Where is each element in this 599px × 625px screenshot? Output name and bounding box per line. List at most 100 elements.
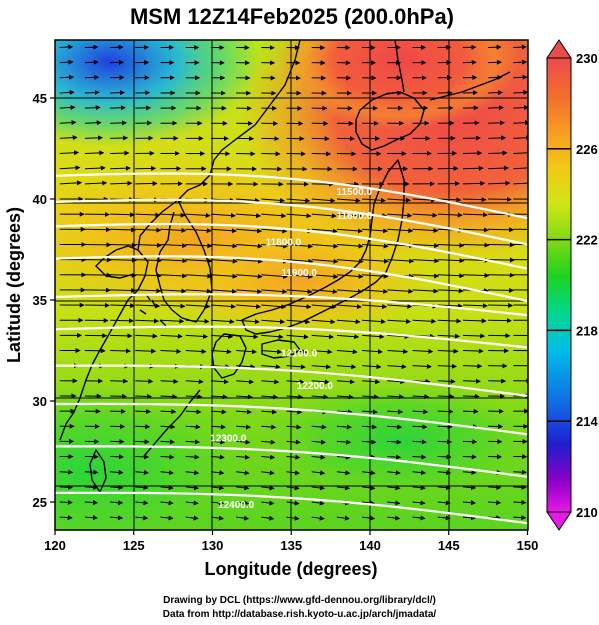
wind-arrow [84, 150, 105, 156]
wind-arrow [160, 378, 179, 384]
wind-arrow [488, 257, 515, 263]
wind-arrow [336, 470, 351, 476]
wind-arrow [362, 319, 386, 325]
wind-arrow [286, 198, 311, 203]
wind-arrow [488, 105, 504, 111]
wind-arrow [236, 470, 250, 476]
wind-arrow [236, 197, 260, 203]
wind-arrow [59, 74, 75, 80]
wind-arrow [311, 515, 325, 521]
temperature-field [55, 40, 528, 530]
wind-arrow [261, 319, 286, 325]
wind-arrow [311, 289, 338, 295]
wind-arrow [311, 379, 330, 385]
wind-arrow [412, 273, 440, 279]
wind-arrow [286, 213, 312, 219]
wind-arrow [387, 454, 402, 460]
wind-arrow [412, 197, 437, 203]
wind-arrow [236, 273, 263, 279]
x-tick-label: 125 [123, 538, 145, 553]
wind-arrow [210, 379, 229, 385]
wind-arrow [59, 150, 80, 156]
wind-arrow [84, 90, 100, 96]
wind-arrow [513, 120, 528, 126]
wind-arrow [513, 532, 525, 533]
wind-arrow [437, 258, 465, 264]
wind-arrow [286, 289, 313, 295]
wind-arrow [336, 424, 352, 430]
wind-arrow [387, 318, 412, 324]
wind-arrow [412, 258, 440, 264]
wind-arrow [110, 348, 131, 354]
wind-arrow [160, 470, 175, 476]
wind-arrow [311, 273, 339, 279]
wind-arrow [135, 348, 157, 354]
wind-arrow [412, 424, 428, 430]
wind-arrow [210, 454, 225, 460]
wind-arrow [59, 484, 73, 490]
wind-arrow [210, 515, 224, 521]
wind-arrow [110, 288, 137, 294]
wind-arrow [84, 120, 102, 126]
contour-line [55, 402, 528, 436]
wind-arrow [185, 348, 207, 354]
wind-arrow [387, 394, 405, 400]
colorbar-ticks: 230 226 222 218 214 210 [547, 51, 598, 520]
wind-arrow [513, 74, 528, 80]
wind-arrow [286, 243, 314, 249]
wind-arrow [437, 212, 463, 218]
wind-arrow [286, 439, 301, 445]
wind-arrow [210, 500, 225, 506]
wind-arrow [336, 243, 364, 249]
wind-arrow [135, 333, 158, 339]
wind-arrow [437, 348, 459, 354]
wind-arrow [387, 379, 406, 385]
wind-arrow [160, 288, 187, 294]
wind-arrow [161, 532, 173, 533]
wind-arrow [84, 105, 101, 111]
wind-arrow [311, 197, 336, 203]
wind-arrow [84, 500, 99, 506]
wind-arrow [437, 303, 463, 309]
wind-arrow [110, 242, 137, 248]
wind-arrow [387, 212, 413, 218]
wind-arrow [185, 394, 203, 400]
wind-arrow [236, 364, 256, 370]
wind-arrow [286, 258, 314, 264]
wind-arrow [513, 105, 528, 111]
wind-arrow [387, 424, 403, 430]
wind-arrow [488, 500, 502, 506]
y-tick-label: 25 [33, 495, 47, 510]
wind-arrow [286, 319, 311, 325]
wind-arrow [261, 409, 278, 415]
wind-arrow [135, 227, 162, 233]
wind-arrow [261, 228, 288, 234]
wind-arrow [135, 257, 163, 263]
wind-arrow [437, 333, 461, 339]
credit-line-2: Data from http://database.rish.kyoto-u.a… [162, 609, 437, 620]
wind-arrow [261, 304, 287, 310]
wind-arrow [437, 470, 452, 475]
wind-arrow [311, 394, 329, 400]
wind-arrow [337, 532, 349, 534]
wind-arrow [261, 379, 280, 385]
wind-arrow [437, 409, 454, 415]
x-axis-label: Longitude (degrees) [204, 559, 377, 579]
wind-arrow [462, 393, 480, 399]
wind-arrow [462, 515, 476, 521]
wind-arrow [110, 303, 136, 309]
wind-arrow [236, 243, 263, 249]
wind-arrow [336, 273, 364, 279]
colorbar-tick-label: 222 [576, 233, 598, 248]
contour-label: 12200.0 [297, 381, 334, 392]
contour-label: 12100.0 [281, 349, 318, 360]
wind-arrow [311, 243, 339, 249]
wind-arrow [236, 258, 263, 264]
wind-arrow [135, 485, 149, 491]
wind-arrow [387, 409, 404, 415]
wind-arrow [412, 227, 439, 233]
wind-arrow [286, 304, 312, 310]
wind-arrow [110, 515, 124, 521]
wind-arrow [160, 273, 188, 279]
